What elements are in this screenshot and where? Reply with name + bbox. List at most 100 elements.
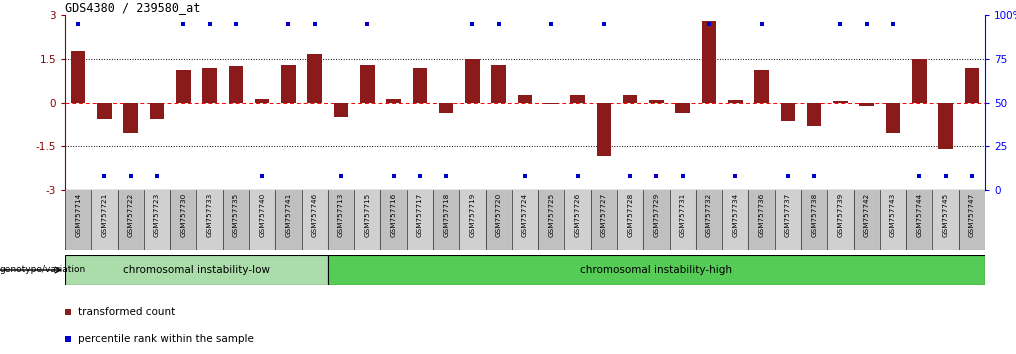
- Bar: [649, 100, 663, 103]
- Text: GSM757721: GSM757721: [102, 193, 108, 237]
- Text: chromosomal instability-high: chromosomal instability-high: [580, 265, 733, 275]
- Bar: [728, 100, 743, 103]
- Text: GSM757746: GSM757746: [312, 193, 318, 237]
- Text: GSM757739: GSM757739: [837, 193, 843, 237]
- Text: GSM757736: GSM757736: [759, 193, 765, 237]
- Bar: [670, 190, 696, 250]
- Bar: [538, 190, 565, 250]
- Text: GSM757741: GSM757741: [285, 193, 292, 237]
- Text: GSM757730: GSM757730: [180, 193, 186, 237]
- Bar: [860, 103, 874, 106]
- Bar: [386, 99, 400, 103]
- Text: GSM757726: GSM757726: [575, 193, 580, 237]
- Bar: [880, 190, 906, 250]
- Text: GSM757747: GSM757747: [969, 193, 975, 237]
- Bar: [433, 190, 459, 250]
- Text: GSM757731: GSM757731: [680, 193, 686, 237]
- Bar: [255, 99, 269, 103]
- Bar: [308, 55, 322, 103]
- Text: GSM757728: GSM757728: [627, 193, 633, 237]
- Bar: [722, 190, 749, 250]
- Bar: [98, 103, 112, 119]
- Bar: [229, 66, 243, 103]
- Bar: [964, 68, 979, 103]
- Bar: [65, 190, 91, 250]
- Bar: [144, 190, 170, 250]
- Text: GSM757718: GSM757718: [443, 193, 449, 237]
- Text: GSM757738: GSM757738: [811, 193, 817, 237]
- Text: transformed count: transformed count: [78, 307, 175, 316]
- Text: GSM757724: GSM757724: [522, 193, 528, 237]
- Text: GSM757735: GSM757735: [233, 193, 239, 237]
- Text: GSM757745: GSM757745: [943, 193, 949, 237]
- Bar: [853, 190, 880, 250]
- Bar: [360, 64, 375, 103]
- Text: GDS4380 / 239580_at: GDS4380 / 239580_at: [65, 1, 200, 14]
- Bar: [775, 190, 801, 250]
- Bar: [65, 255, 328, 285]
- Bar: [196, 190, 223, 250]
- Text: GSM757725: GSM757725: [549, 193, 555, 237]
- Text: GSM757717: GSM757717: [417, 193, 423, 237]
- Bar: [827, 190, 853, 250]
- Bar: [565, 190, 590, 250]
- Text: GSM757722: GSM757722: [128, 193, 134, 237]
- Bar: [643, 190, 670, 250]
- Text: GSM757737: GSM757737: [784, 193, 790, 237]
- Bar: [328, 190, 355, 250]
- Bar: [617, 190, 643, 250]
- Bar: [176, 70, 191, 103]
- Text: GSM757734: GSM757734: [733, 193, 739, 237]
- Bar: [124, 103, 138, 133]
- Bar: [406, 190, 433, 250]
- Bar: [202, 68, 216, 103]
- Bar: [959, 190, 985, 250]
- Bar: [492, 64, 506, 103]
- Bar: [412, 68, 427, 103]
- Text: GSM757742: GSM757742: [864, 193, 870, 237]
- Bar: [780, 103, 796, 121]
- Bar: [170, 190, 196, 250]
- Bar: [544, 103, 559, 104]
- Bar: [623, 95, 637, 103]
- Bar: [912, 59, 927, 103]
- Bar: [512, 190, 538, 250]
- Bar: [754, 70, 769, 103]
- Bar: [801, 190, 827, 250]
- Text: GSM757744: GSM757744: [916, 193, 923, 237]
- Bar: [459, 190, 486, 250]
- Text: GSM757727: GSM757727: [600, 193, 607, 237]
- Text: GSM757732: GSM757732: [706, 193, 712, 237]
- Bar: [223, 190, 249, 250]
- Bar: [249, 190, 275, 250]
- Bar: [590, 190, 617, 250]
- Bar: [518, 95, 532, 103]
- Bar: [676, 103, 690, 113]
- Text: GSM757740: GSM757740: [259, 193, 265, 237]
- Text: chromosomal instability-low: chromosomal instability-low: [123, 265, 270, 275]
- Bar: [380, 190, 406, 250]
- Bar: [696, 190, 722, 250]
- Text: GSM757719: GSM757719: [469, 193, 475, 237]
- Text: GSM757714: GSM757714: [75, 193, 81, 237]
- Text: GSM757720: GSM757720: [496, 193, 502, 237]
- Bar: [886, 103, 900, 133]
- Bar: [439, 103, 453, 113]
- Bar: [71, 51, 85, 103]
- Text: GSM757716: GSM757716: [390, 193, 396, 237]
- Bar: [702, 21, 716, 103]
- Bar: [355, 190, 380, 250]
- Text: GSM757733: GSM757733: [206, 193, 212, 237]
- Bar: [749, 190, 775, 250]
- Text: GSM757723: GSM757723: [154, 193, 160, 237]
- Bar: [486, 190, 512, 250]
- Bar: [275, 190, 302, 250]
- Bar: [328, 255, 985, 285]
- Bar: [91, 190, 118, 250]
- Text: GSM757743: GSM757743: [890, 193, 896, 237]
- Text: GSM757713: GSM757713: [338, 193, 344, 237]
- Bar: [933, 190, 959, 250]
- Text: GSM757715: GSM757715: [365, 193, 370, 237]
- Bar: [833, 101, 847, 103]
- Bar: [149, 103, 165, 119]
